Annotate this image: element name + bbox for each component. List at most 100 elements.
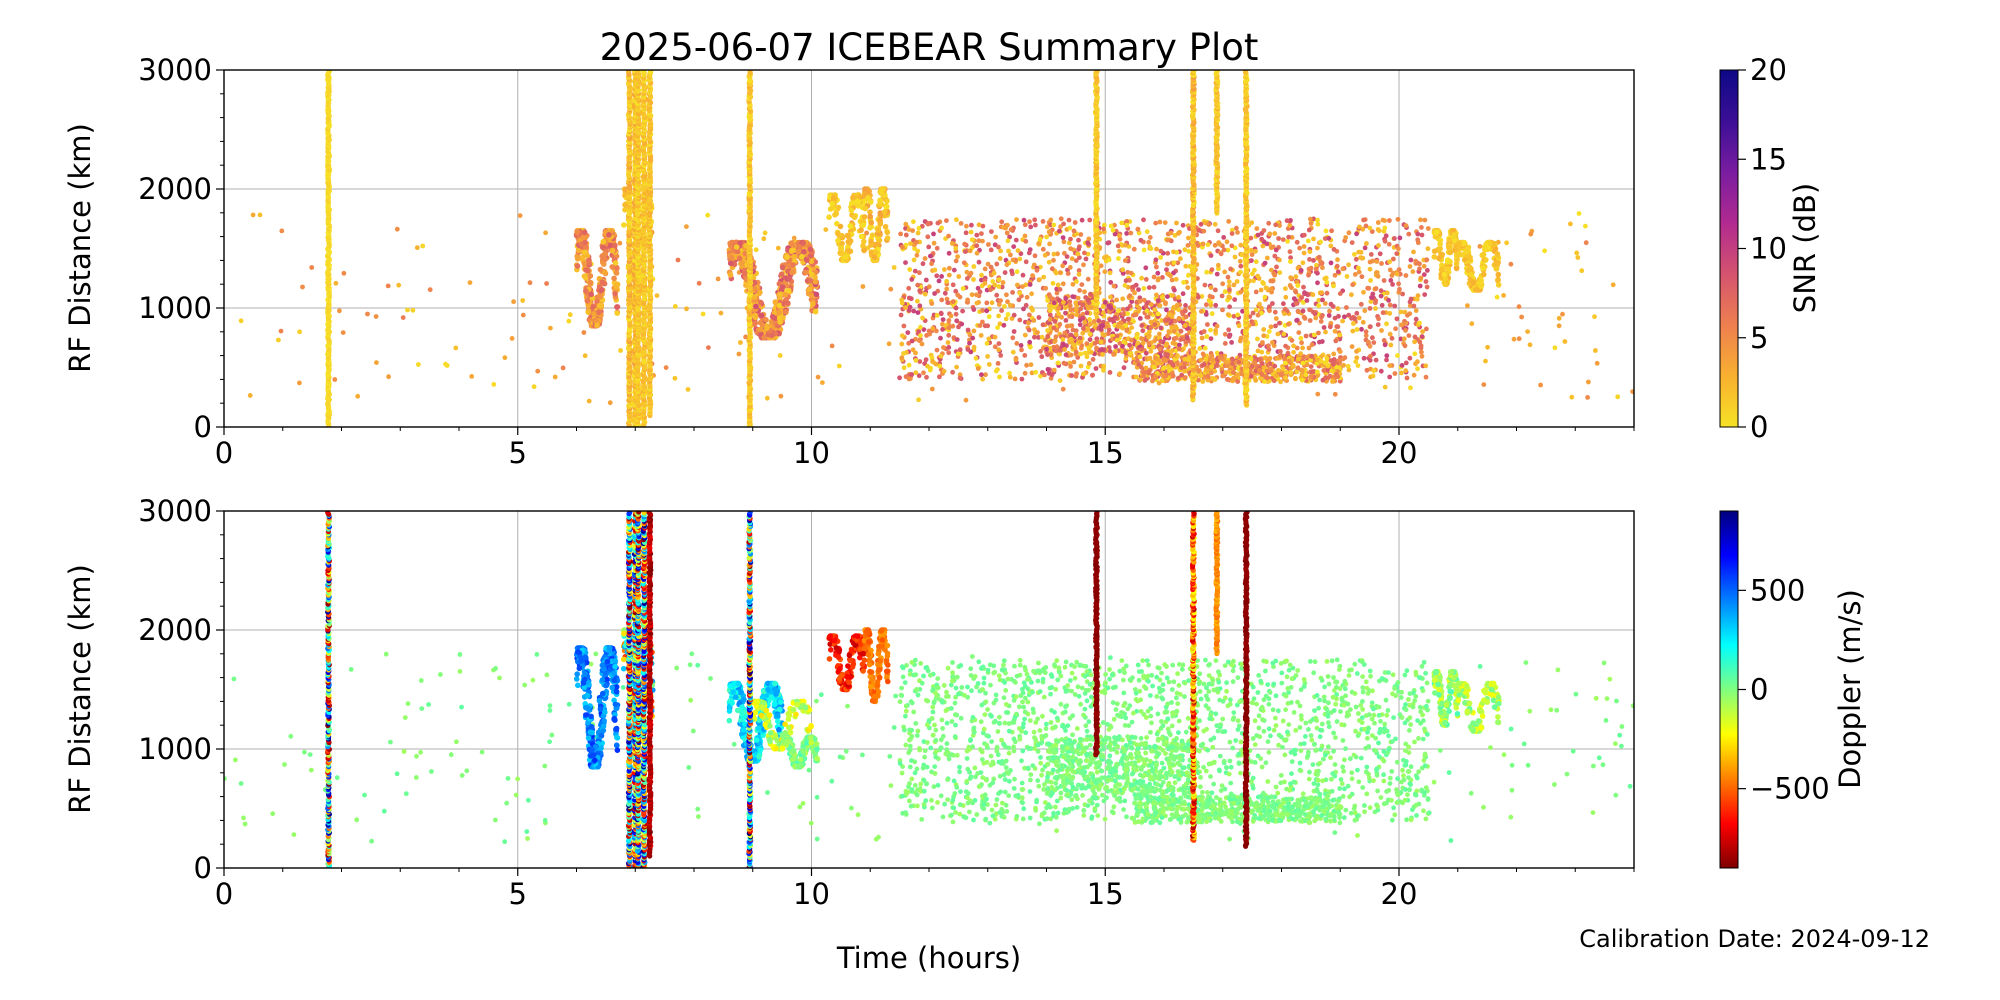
data-point: [1375, 220, 1381, 225]
data-point: [1382, 384, 1388, 390]
data-point: [906, 340, 912, 346]
data-point: [1438, 266, 1445, 273]
data-point: [1294, 301, 1299, 306]
data-point: [1215, 262, 1221, 268]
data-point: [1403, 273, 1409, 278]
data-point: [1227, 304, 1232, 310]
data-point: [1354, 355, 1360, 361]
data-point: [1027, 282, 1033, 287]
data-point: [983, 372, 988, 378]
data-point: [1212, 221, 1218, 227]
data-point: [986, 242, 991, 247]
data-point: [1293, 375, 1298, 381]
data-point: [1264, 368, 1270, 374]
data-point: [950, 299, 956, 304]
data-point: [810, 301, 816, 307]
data-point: [956, 274, 962, 279]
data-point: [1018, 251, 1024, 257]
data-point: [1412, 351, 1418, 357]
data-point: [1470, 279, 1477, 286]
data-point: [1387, 218, 1392, 223]
data-point: [1075, 295, 1081, 301]
data-point: [1495, 282, 1502, 288]
data-point: [1061, 300, 1066, 305]
data-point: [1371, 340, 1377, 345]
data-point: [1516, 336, 1522, 342]
data-point: [587, 273, 594, 279]
data-point: [1323, 361, 1329, 366]
data-point: [1411, 249, 1416, 255]
data-point: [1301, 284, 1306, 290]
data-point: [921, 370, 926, 376]
data-point: [1332, 328, 1338, 334]
data-point: [1259, 310, 1264, 316]
data-point: [815, 374, 821, 380]
data-point: [1473, 286, 1479, 293]
data-point: [1140, 340, 1146, 346]
data-point: [1288, 255, 1293, 261]
data-point: [826, 214, 832, 220]
data-point: [599, 279, 606, 285]
data-point: [1425, 268, 1430, 273]
data-point: [1008, 252, 1013, 258]
data-point: [1206, 222, 1212, 227]
data-point: [984, 341, 990, 346]
data-point: [1135, 358, 1140, 364]
data-point: [612, 291, 618, 297]
data-point: [1023, 302, 1029, 308]
data-point: [998, 248, 1003, 254]
data-point: [950, 282, 956, 288]
data-point: [1307, 307, 1312, 313]
data-point: [848, 207, 855, 214]
data-point: [1199, 294, 1205, 299]
data-point: [1238, 289, 1244, 295]
data-point: [1047, 241, 1052, 247]
data-point: [1259, 349, 1265, 355]
data-point: [1004, 262, 1010, 268]
data-point: [1369, 229, 1375, 235]
data-point: [1274, 373, 1279, 378]
data-point: [1373, 306, 1378, 311]
data-point: [761, 236, 767, 242]
data-point: [1222, 341, 1228, 346]
data-point: [1318, 358, 1324, 364]
data-point: [1019, 376, 1025, 382]
data-point: [1152, 307, 1158, 313]
data-point: [934, 347, 940, 353]
data-point: [1368, 353, 1373, 359]
data-point: [944, 286, 950, 292]
data-point: [1048, 352, 1054, 358]
data-point: [1516, 304, 1522, 310]
data-point: [1015, 248, 1021, 254]
data-point: [1236, 323, 1242, 329]
data-point: [1104, 254, 1109, 259]
data-point: [1156, 276, 1161, 282]
data-point: [1235, 230, 1240, 235]
data-point: [1319, 314, 1324, 320]
data-point: [1010, 290, 1015, 295]
data-point: [1116, 256, 1121, 261]
data-point: [775, 245, 781, 251]
data-point: [1054, 290, 1060, 296]
data-point: [1388, 278, 1394, 283]
data-point: [1306, 266, 1312, 272]
data-point: [1403, 328, 1408, 333]
data-point: [955, 254, 960, 259]
data-point: [1182, 368, 1187, 374]
data-point: [1164, 307, 1169, 313]
data-point: [804, 257, 810, 263]
data-point: [1403, 368, 1409, 374]
data-point: [1274, 264, 1279, 270]
data-point: [1362, 245, 1368, 251]
data-point: [1222, 331, 1228, 337]
data-point: [1208, 336, 1214, 341]
data-point: [1560, 311, 1565, 317]
data-point: [915, 310, 921, 315]
data-point: [940, 321, 945, 327]
data-point: [1238, 263, 1244, 269]
data-point: [1349, 344, 1355, 349]
data-point: [1100, 319, 1106, 325]
data-point: [1358, 255, 1363, 260]
data-point: [835, 231, 841, 237]
data-point: [916, 329, 922, 334]
